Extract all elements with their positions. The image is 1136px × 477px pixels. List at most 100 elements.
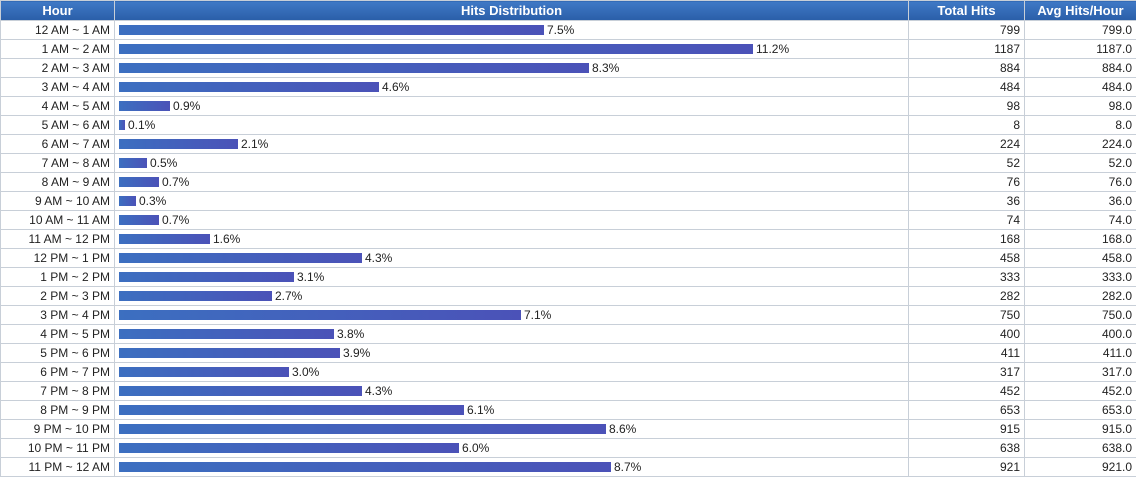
percent-label: 4.3% <box>365 251 392 265</box>
hour-cell: 7 PM ~ 8 PM <box>1 382 115 401</box>
percent-label: 0.7% <box>162 213 189 227</box>
hour-cell: 12 AM ~ 1 AM <box>1 21 115 40</box>
distribution-cell: 4.6% <box>115 78 909 97</box>
percent-label: 0.1% <box>128 118 155 132</box>
avg-hits-cell: 224.0 <box>1025 135 1136 154</box>
avg-hits-cell: 168.0 <box>1025 230 1136 249</box>
total-hits-cell: 411 <box>909 344 1025 363</box>
percent-label: 4.3% <box>365 384 392 398</box>
avg-hits-cell: 333.0 <box>1025 268 1136 287</box>
distribution-cell: 4.3% <box>115 382 909 401</box>
percent-label: 7.1% <box>524 308 551 322</box>
total-hits-cell: 282 <box>909 287 1025 306</box>
avg-hits-column-header[interactable]: Avg Hits/Hour <box>1025 1 1136 21</box>
distribution-cell: 2.1% <box>115 135 909 154</box>
hour-cell: 1 AM ~ 2 AM <box>1 40 115 59</box>
avg-hits-cell: 400.0 <box>1025 325 1136 344</box>
hour-cell: 3 PM ~ 4 PM <box>1 306 115 325</box>
bar-container: 7.5% <box>119 21 904 39</box>
avg-hits-cell: 282.0 <box>1025 287 1136 306</box>
hour-cell: 4 PM ~ 5 PM <box>1 325 115 344</box>
bar-container: 0.1% <box>119 116 904 134</box>
distribution-cell: 3.9% <box>115 344 909 363</box>
distribution-bar <box>119 63 589 73</box>
hour-cell: 8 AM ~ 9 AM <box>1 173 115 192</box>
hour-column-header[interactable]: Hour <box>1 1 115 21</box>
percent-label: 3.0% <box>292 365 319 379</box>
avg-hits-cell: 98.0 <box>1025 97 1136 116</box>
hour-cell: 12 PM ~ 1 PM <box>1 249 115 268</box>
avg-hits-cell: 921.0 <box>1025 458 1136 477</box>
bar-container: 3.8% <box>119 325 904 343</box>
distribution-cell: 0.7% <box>115 173 909 192</box>
distribution-bar <box>119 139 238 149</box>
avg-hits-cell: 458.0 <box>1025 249 1136 268</box>
distribution-cell: 8.6% <box>115 420 909 439</box>
distribution-bar <box>119 443 459 453</box>
bar-container: 8.6% <box>119 420 904 438</box>
hour-cell: 6 AM ~ 7 AM <box>1 135 115 154</box>
avg-hits-cell: 638.0 <box>1025 439 1136 458</box>
percent-label: 8.7% <box>614 460 641 474</box>
distribution-bar <box>119 253 362 263</box>
hour-cell: 10 AM ~ 11 AM <box>1 211 115 230</box>
distribution-bar <box>119 310 521 320</box>
bar-container: 8.3% <box>119 59 904 77</box>
hour-cell: 2 PM ~ 3 PM <box>1 287 115 306</box>
bar-container: 6.0% <box>119 439 904 457</box>
total-hits-cell: 750 <box>909 306 1025 325</box>
distribution-cell: 0.3% <box>115 192 909 211</box>
bar-container: 0.7% <box>119 211 904 229</box>
hour-cell: 6 PM ~ 7 PM <box>1 363 115 382</box>
total-hits-cell: 638 <box>909 439 1025 458</box>
total-hits-cell: 915 <box>909 420 1025 439</box>
distribution-bar <box>119 234 210 244</box>
percent-label: 6.0% <box>462 441 489 455</box>
bar-container: 8.7% <box>119 458 904 476</box>
total-hits-cell: 74 <box>909 211 1025 230</box>
distribution-bar <box>119 291 272 301</box>
percent-label: 11.2% <box>756 42 789 56</box>
distribution-cell: 0.5% <box>115 154 909 173</box>
total-hits-cell: 36 <box>909 192 1025 211</box>
distribution-bar <box>119 329 334 339</box>
hour-cell: 10 PM ~ 11 PM <box>1 439 115 458</box>
total-hits-cell: 921 <box>909 458 1025 477</box>
total-hits-cell: 452 <box>909 382 1025 401</box>
header-row: Hour Hits Distribution Total Hits Avg Hi… <box>1 1 1136 21</box>
total-hits-cell: 333 <box>909 268 1025 287</box>
avg-hits-cell: 799.0 <box>1025 21 1136 40</box>
hour-cell: 11 AM ~ 12 PM <box>1 230 115 249</box>
distribution-cell: 7.1% <box>115 306 909 325</box>
distribution-bar <box>119 348 340 358</box>
distribution-cell: 8.3% <box>115 59 909 78</box>
bar-container: 2.7% <box>119 287 904 305</box>
avg-hits-cell: 653.0 <box>1025 401 1136 420</box>
percent-label: 3.9% <box>343 346 370 360</box>
total-hits-column-header[interactable]: Total Hits <box>909 1 1025 21</box>
avg-hits-cell: 8.0 <box>1025 116 1136 135</box>
percent-label: 8.3% <box>592 61 619 75</box>
total-hits-cell: 484 <box>909 78 1025 97</box>
bar-container: 4.6% <box>119 78 904 96</box>
hour-cell: 9 PM ~ 10 PM <box>1 420 115 439</box>
avg-hits-cell: 76.0 <box>1025 173 1136 192</box>
avg-hits-cell: 484.0 <box>1025 78 1136 97</box>
distribution-bar <box>119 405 464 415</box>
distribution-column-header[interactable]: Hits Distribution <box>115 1 909 21</box>
bar-container: 3.1% <box>119 268 904 286</box>
total-hits-cell: 653 <box>909 401 1025 420</box>
total-hits-cell: 98 <box>909 97 1025 116</box>
bar-container: 0.5% <box>119 154 904 172</box>
total-hits-cell: 317 <box>909 363 1025 382</box>
distribution-cell: 3.1% <box>115 268 909 287</box>
